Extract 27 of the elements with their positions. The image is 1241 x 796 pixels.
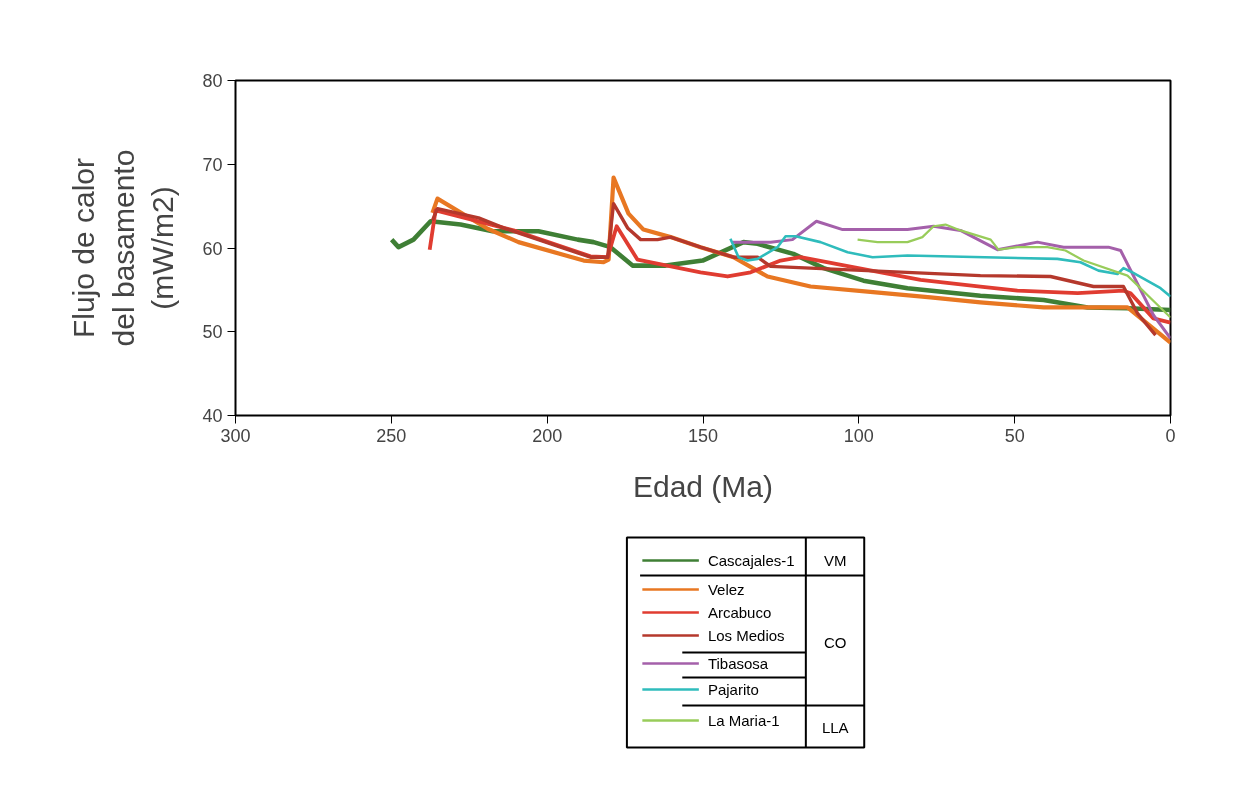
legend-label: Arcabuco xyxy=(707,604,772,621)
legend-label: Los Medios xyxy=(707,627,785,644)
x-tick-label: 0 xyxy=(1165,425,1176,446)
text: VM xyxy=(823,552,847,569)
y-tick-label: 50 xyxy=(202,322,223,343)
line-series xyxy=(729,234,1171,298)
x-tick-label: 50 xyxy=(1004,425,1025,446)
x-tick-label: 100 xyxy=(843,425,874,446)
text: CO xyxy=(823,634,847,651)
y-tick-label: 70 xyxy=(202,154,223,175)
legend-label: Cascajales-1 xyxy=(707,552,795,569)
x-tick-label: 300 xyxy=(220,425,251,446)
legend-label: Velez xyxy=(707,581,745,598)
line-series xyxy=(856,223,1171,319)
legend-label: Tibasosa xyxy=(707,655,769,672)
x-tick-label: 200 xyxy=(532,425,563,446)
legend-label: Pajarito xyxy=(707,681,759,698)
x-axis-title: Edad (Ma) xyxy=(632,469,774,503)
legend-label: La Maria-1 xyxy=(707,712,780,729)
y-tick-label: 60 xyxy=(202,238,223,259)
y-tick-label: 40 xyxy=(202,406,223,426)
x-tick-label: 150 xyxy=(687,425,719,446)
y-axis-title: Flujo de calor del basamento (mW/m2) xyxy=(67,149,180,347)
x-tick-label: 250 xyxy=(376,425,407,446)
line-series xyxy=(430,201,1158,337)
y-tick-label: 80 xyxy=(202,71,223,91)
text: LLA xyxy=(821,719,849,736)
